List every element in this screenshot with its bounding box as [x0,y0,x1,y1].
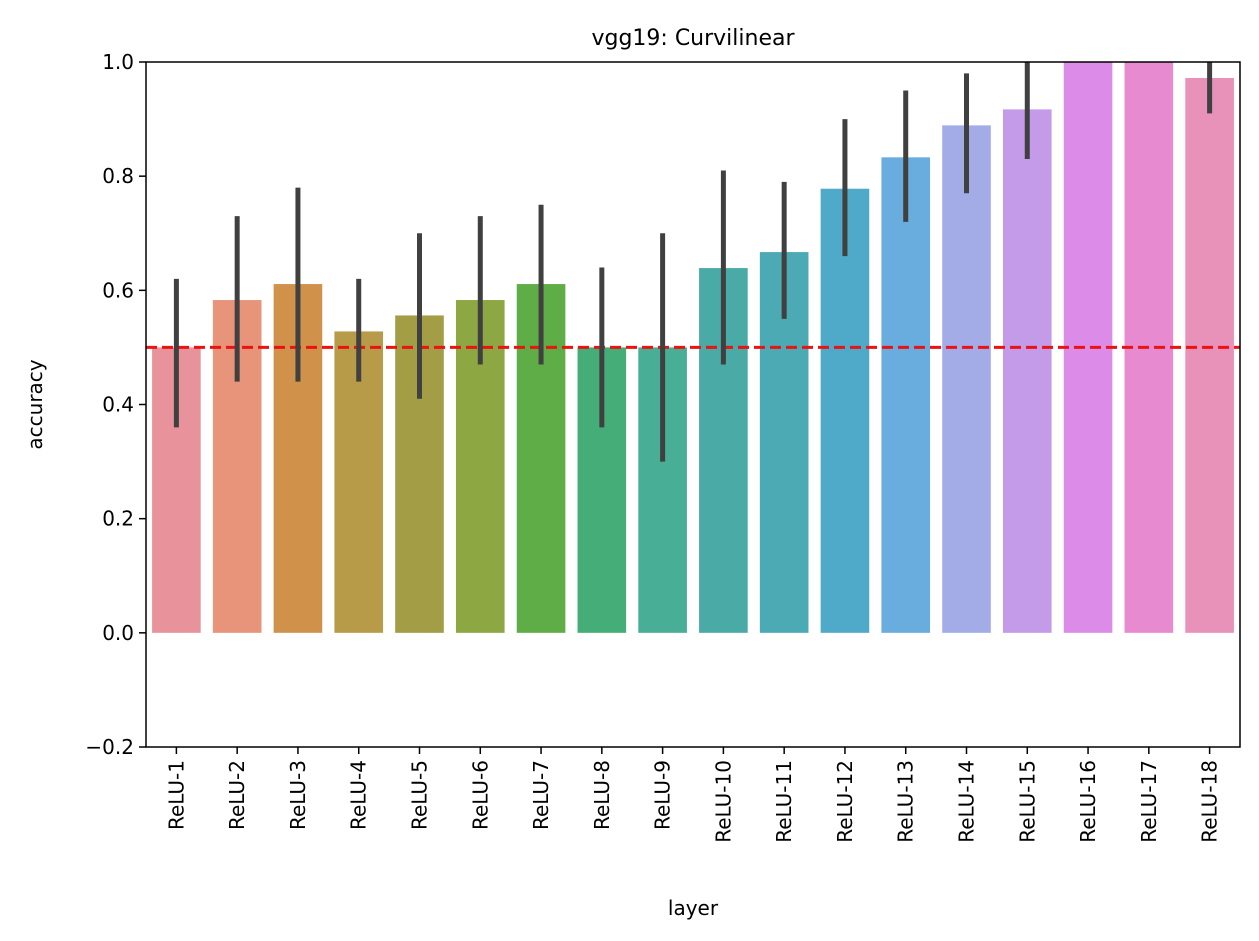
x-tick-label: ReLU-7 [529,760,553,830]
x-tick-label: ReLU-9 [651,760,675,830]
x-tick-label: ReLU-14 [955,760,979,843]
x-tick-label: ReLU-5 [408,760,432,830]
y-tick-label: 1.0 [102,50,134,74]
x-tick-label: ReLU-16 [1076,760,1100,843]
bar-relu-15 [1002,109,1052,633]
x-tick-label: ReLU-13 [894,760,918,843]
plot-area: −0.2 0.0 0.2 0.4 0.6 0.8 1.0 ReLU-1 ReLU-2 ReLU-3… [85,50,1241,843]
bar-relu-12 [820,188,870,633]
x-tick-label: ReLU-11 [772,760,796,843]
y-tick-label: 0.0 [102,621,134,645]
x-tick-label: ReLU-12 [833,760,857,843]
y-axis-label: accuracy [23,359,47,449]
y-tick-label: 0.2 [102,507,134,531]
x-tick-label: ReLU-18 [1198,760,1222,843]
y-tick-label: 0.8 [102,164,134,188]
y-tick-label: 0.6 [102,278,134,302]
x-tick-label: ReLU-6 [468,760,492,830]
bar-relu-13 [881,157,931,633]
y-tick-label: 0.4 [102,393,134,417]
bar-relu-14 [942,125,991,633]
x-axis-label: layer [668,896,719,920]
x-tick-label: ReLU-8 [590,760,614,830]
bar-relu-16 [1063,62,1113,633]
chart-title: vgg19: Curvilinear [591,26,795,51]
x-tick-label: ReLU-15 [1015,760,1039,843]
x-tick-label: ReLU-17 [1137,760,1161,843]
x-tick-label: ReLU-4 [347,760,371,830]
x-tick-label: ReLU-1 [164,760,188,830]
y-tick-label: −0.2 [85,735,134,759]
x-tick-label: ReLU-3 [286,760,310,830]
x-tick-label: ReLU-2 [225,760,249,830]
bar-relu-18 [1185,77,1234,633]
x-tick-label: ReLU-10 [711,760,735,843]
